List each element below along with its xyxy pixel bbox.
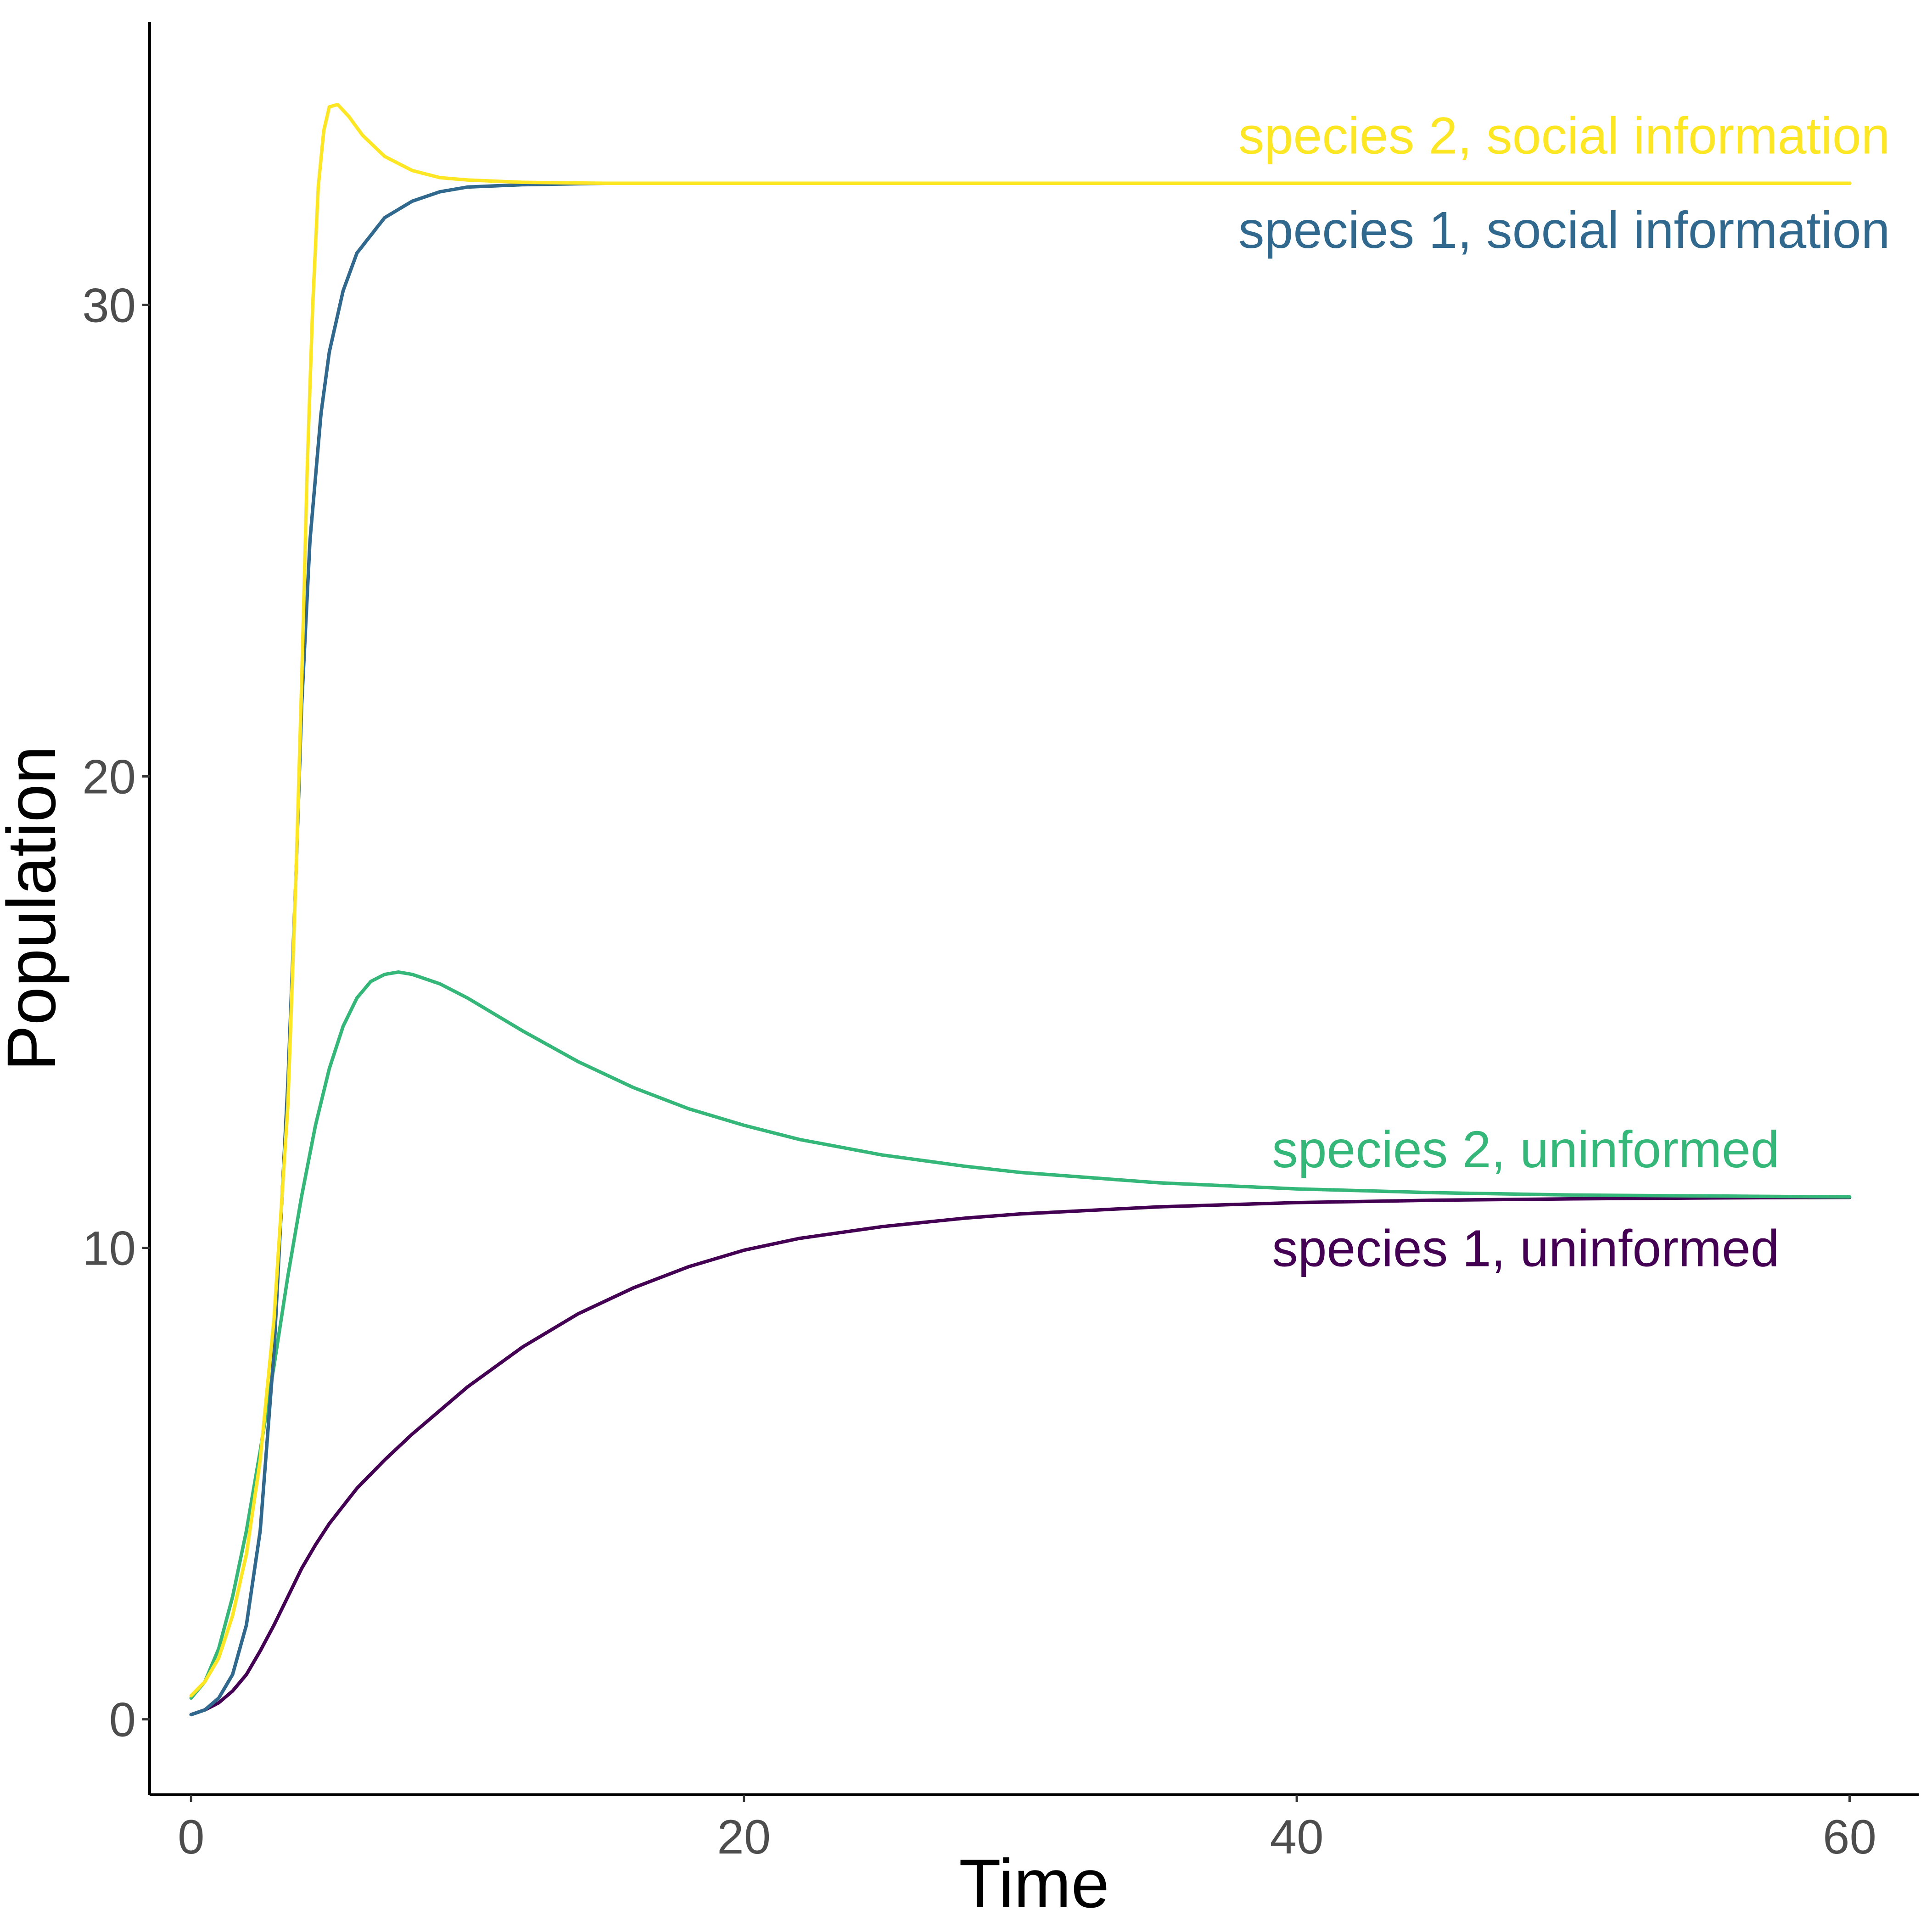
x-tick-label: 60 — [1823, 1810, 1876, 1864]
series-line — [189, 1195, 1852, 1717]
series-label-layer: species 2, social information species 1, … — [1238, 107, 1890, 1277]
y-tick-label: 0 — [109, 1693, 136, 1747]
series-label: species 2, uninformed — [1272, 1120, 1780, 1178]
tick-layer: 0 20 40 60 0 10 20 30 — [82, 279, 1876, 1864]
series-line — [189, 181, 1852, 1717]
y-tick-label: 20 — [82, 750, 136, 804]
series-label: species 2, social information — [1238, 107, 1890, 165]
x-axis-title: Time — [959, 1845, 1109, 1922]
series-label: species 1, uninformed — [1272, 1220, 1780, 1277]
y-tick-label: 30 — [82, 279, 136, 332]
y-axis-title: Population — [0, 746, 70, 1071]
x-tick-label: 0 — [178, 1810, 204, 1864]
x-tick-label: 40 — [1270, 1810, 1324, 1864]
axis-layer — [148, 22, 1919, 1796]
y-tick-label: 10 — [82, 1222, 136, 1276]
series-layer — [189, 102, 1852, 1717]
series-line — [189, 102, 1852, 1698]
series-line — [189, 970, 1852, 1700]
series-label: species 1, social information — [1238, 201, 1890, 259]
x-tick-label: 20 — [717, 1810, 771, 1864]
